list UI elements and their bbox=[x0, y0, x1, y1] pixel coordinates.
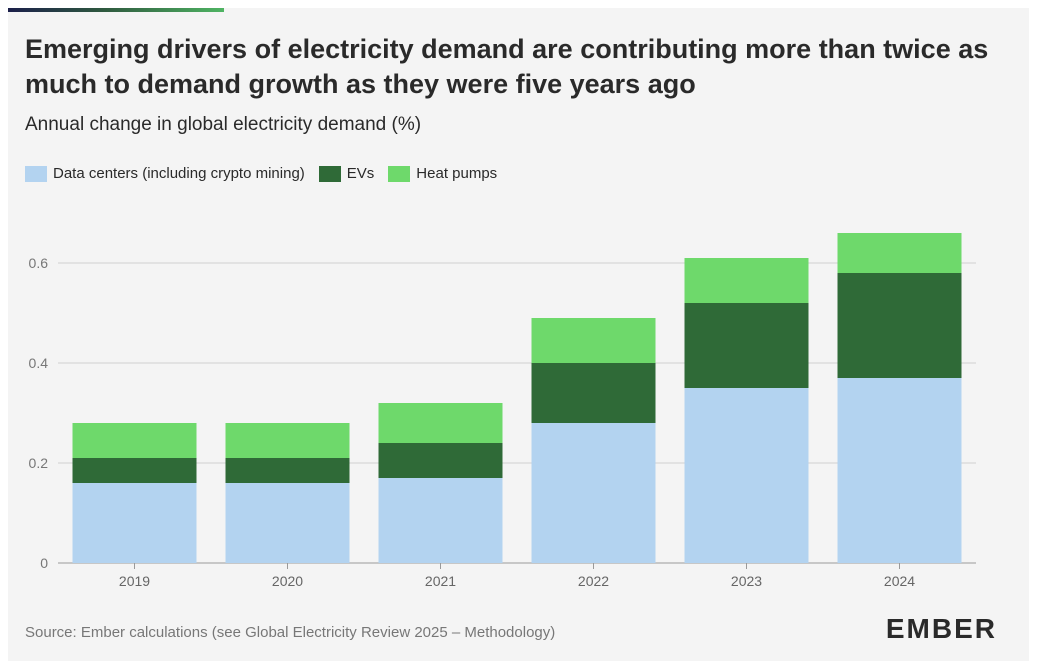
bar-segment-evs bbox=[837, 273, 962, 378]
legend-label-heat-pumps: Heat pumps bbox=[416, 165, 498, 182]
bar-segment-evs bbox=[684, 303, 809, 388]
bar-segment-evs bbox=[225, 458, 350, 483]
chart-subtitle: Annual change in global electricity dema… bbox=[25, 114, 422, 135]
legend-swatch-heat-pumps bbox=[388, 165, 411, 182]
bar-segment-data-centers bbox=[72, 483, 197, 563]
x-tick-label: 2023 bbox=[731, 573, 762, 589]
bar-segment-evs bbox=[72, 458, 197, 483]
bar-segment-heat-pumps bbox=[225, 423, 350, 458]
legend-item-data-centers: Data centers (including crypto mining) bbox=[25, 165, 305, 182]
bar-segment-evs bbox=[531, 363, 656, 423]
source-note: Source: Ember calculations (see Global E… bbox=[25, 624, 556, 641]
legend-label-data-centers: Data centers (including crypto mining) bbox=[53, 165, 305, 182]
legend-swatch-evs bbox=[318, 165, 341, 182]
bar-segment-heat-pumps bbox=[72, 423, 197, 458]
ember-logo: EMBER bbox=[885, 613, 997, 644]
bar-segment-data-centers bbox=[531, 423, 656, 563]
legend-swatch-data-centers bbox=[25, 165, 47, 182]
chart-card: Emerging drivers of electricity demand a… bbox=[8, 8, 1029, 661]
bar-segment-heat-pumps bbox=[378, 403, 503, 443]
bar-segment-heat-pumps bbox=[684, 258, 809, 303]
x-tick-label: 2022 bbox=[578, 573, 609, 589]
bar-segment-data-centers bbox=[837, 378, 962, 563]
bar-segment-heat-pumps bbox=[531, 318, 656, 363]
legend-item-heat-pumps: Heat pumps bbox=[388, 165, 497, 182]
stacked-bar-chart: 0 0.2 0.4 0.6 2019 2020 2021 2022 2023 2024 bbox=[29, 233, 976, 589]
y-tick-label: 0.4 bbox=[29, 355, 49, 371]
chart-legend: Data centers (including crypto mining) E… bbox=[25, 165, 511, 182]
y-tick-label: 0 bbox=[40, 555, 48, 571]
x-tick-label: 2019 bbox=[119, 573, 150, 589]
bar-segment-data-centers bbox=[225, 483, 350, 563]
top-accent-bar bbox=[8, 8, 224, 12]
bar-segment-heat-pumps bbox=[837, 233, 962, 273]
y-tick-label: 0.6 bbox=[29, 255, 49, 271]
y-tick-label: 0.2 bbox=[29, 455, 49, 471]
legend-item-evs: EVs bbox=[318, 165, 375, 182]
bar-segment-data-centers bbox=[378, 478, 503, 563]
x-tick-label: 2021 bbox=[425, 573, 456, 589]
x-tick-label: 2020 bbox=[272, 573, 303, 589]
legend-label-evs: EVs bbox=[346, 165, 375, 182]
bar-segment-evs bbox=[378, 443, 503, 478]
bar-segment-data-centers bbox=[684, 388, 809, 563]
chart-title: Emerging drivers of electricity demand a… bbox=[25, 34, 989, 99]
x-tick-label: 2024 bbox=[884, 573, 915, 589]
